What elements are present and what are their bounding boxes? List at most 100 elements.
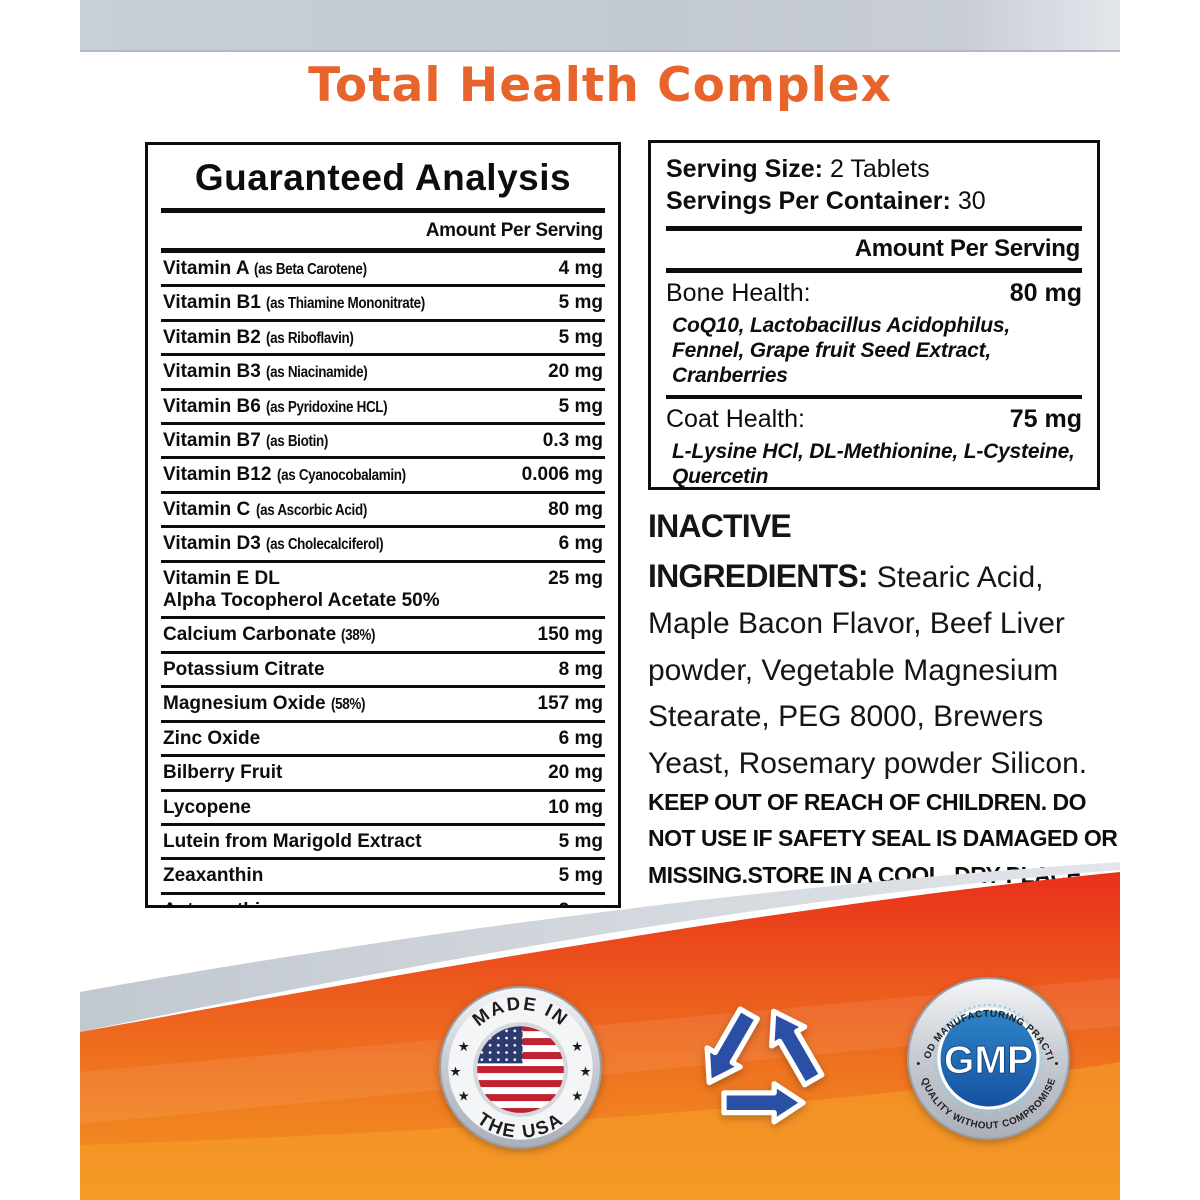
gmp-badge-left-dot: •	[916, 1058, 920, 1070]
recycle-icon	[704, 1006, 825, 1125]
ingredient-note: (38%)	[341, 627, 376, 645]
amount-value: 20 mg	[548, 762, 603, 784]
analysis-row: Vitamin B6 (as Pyridoxine HCL) 5 mg	[161, 391, 605, 426]
ingredient-name: Zeaxanthin	[163, 865, 264, 887]
svg-text:★: ★	[450, 1065, 462, 1080]
svg-text:★: ★	[458, 1040, 470, 1055]
serving-size-line: Serving Size: 2 Tablets	[666, 155, 1082, 185]
analysis-row: Zinc Oxide 6 mg	[161, 723, 605, 758]
analysis-row: Astaxanthin 2 mg	[161, 895, 605, 905]
analysis-row: Bilberry Fruit 20 mg	[161, 757, 605, 792]
ingredient-name: Vitamin C (as Ascorbic Acid)	[163, 498, 367, 520]
amount-value: 5 mg	[558, 395, 603, 417]
amount-value: 2 mg	[551, 900, 603, 905]
group-amount: 75 mg	[1009, 405, 1082, 434]
ingredient-name: Vitamin B1 (as Thiamine Mononitrate)	[163, 292, 426, 314]
ingredient-name: Potassium Citrate	[163, 658, 325, 680]
analysis-row: Zeaxanthin 5 mg	[161, 860, 605, 895]
gmp-badge-right-dot: •	[1055, 1058, 1059, 1070]
ingredient-name: Vitamin B7 (as Biotin)	[163, 430, 329, 452]
ingredient-name: Vitamin E DL Alpha Tocopherol Acetate 50…	[163, 567, 440, 612]
amount-value: 20 mg	[548, 361, 603, 383]
ingredient-name: Calcium Carbonate (38%)	[163, 624, 376, 646]
serving-panel: Serving Size: 2 Tablets Servings Per Cont…	[648, 140, 1100, 490]
amount-value: 0.006 mg	[521, 464, 603, 486]
analysis-row: Vitamin C (as Ascorbic Acid) 80 mg	[161, 494, 605, 529]
amount-per-serving-header: Amount Per Serving	[425, 220, 604, 241]
health-groups: Bone Health: 80 mg CoQ10, Lactobacillus …	[666, 273, 1082, 489]
ingredient-note: (as Pyridoxine HCL)	[266, 398, 388, 416]
amount-value: 6 mg	[558, 727, 603, 749]
servings-value: 30	[957, 186, 986, 215]
amount-value: 10 mg	[548, 796, 603, 818]
group-name: Bone Health:	[666, 279, 811, 307]
ingredient-note: (as Thiamine Mononitrate)	[266, 295, 426, 313]
amount-value: 5 mg	[558, 292, 603, 314]
health-group: Bone Health: 80 mg CoQ10, Lactobacillus …	[666, 273, 1082, 400]
ingredient-note: (as Niacinamide)	[266, 364, 368, 382]
gmp-badge-center-text: GMP	[944, 1039, 1033, 1082]
analysis-row: Vitamin A (as Beta Carotene) 4 mg	[161, 253, 605, 288]
serving-size-value: 2 Tablets	[830, 155, 930, 183]
ingredient-name: Lutein from Marigold Extract	[163, 830, 422, 852]
analysis-row: Vitamin E DL Alpha Tocopherol Acetate 50…	[161, 563, 605, 620]
svg-text:★: ★	[458, 1090, 470, 1105]
guaranteed-analysis-panel: Guaranteed Analysis Amount Per Serving V…	[145, 142, 621, 908]
serving-size-label: Serving Size:	[666, 155, 823, 183]
svg-text:★: ★	[579, 1065, 591, 1080]
amount-per-serving-header: Amount Per Serving	[854, 235, 1081, 262]
ingredient-name: Bilberry Fruit	[163, 762, 283, 784]
amount-value: 0.3 mg	[542, 430, 603, 452]
svg-text:★: ★	[571, 1090, 583, 1105]
amount-value: 4 mg	[558, 258, 603, 279]
divider	[666, 268, 1082, 273]
ingredient-name: Vitamin D3 (as Cholecalciferol)	[163, 533, 384, 555]
group-ingredients: CoQ10, Lactobacillus Acidophilus, Fennel…	[672, 314, 1011, 387]
divider	[161, 248, 605, 253]
ingredient-name: Zinc Oxide	[163, 727, 261, 749]
amount-value: 80 mg	[548, 498, 603, 520]
analysis-row: Lycopene 10 mg	[161, 792, 605, 826]
analysis-row: Lutein from Marigold Extract 5 mg	[161, 826, 605, 861]
analysis-row: Vitamin D3 (as Cholecalciferol) 6 mg	[161, 528, 605, 563]
guaranteed-analysis-header: Guaranteed Analysis	[194, 157, 572, 198]
divider	[666, 226, 1082, 231]
group-ingredients: L-Lysine HCl, DL-Methionine, L-Cysteine,…	[672, 440, 1075, 489]
product-title: Total Health Complex	[308, 58, 892, 113]
group-name: Coat Health:	[666, 405, 805, 434]
ingredient-note: (as Beta Carotene)	[254, 261, 367, 278]
analysis-row: Vitamin B7 (as Biotin) 0.3 mg	[161, 425, 605, 460]
amount-value: 157 mg	[537, 693, 603, 715]
gmp-badge: GOOD MANUFACTURING PRACTICE QUALITY WITH…	[906, 976, 1070, 1140]
amount-value: 6 mg	[558, 533, 603, 555]
amount-value: 150 mg	[537, 624, 603, 646]
health-group: Coat Health: 75 mg L-Lysine HCl, DL-Meth…	[666, 399, 1082, 489]
ingredient-name: Magnesium Oxide (58%)	[163, 693, 366, 715]
top-silver-band	[80, 0, 1120, 52]
svg-text:★: ★	[571, 1040, 583, 1055]
inactive-ingredients: INACTIVE INGREDIENTS: Stearic Acid, Maple…	[648, 502, 1112, 787]
ingredient-note: (as Ascorbic Acid)	[255, 501, 367, 519]
amount-value: 5 mg	[558, 865, 603, 887]
amount-value: 5 mg	[558, 830, 603, 852]
servings-per-container-line: Servings Per Container: 30	[666, 187, 1082, 217]
analysis-row: Vitamin B3 (as Niacinamide) 20 mg	[161, 356, 605, 391]
inactive-ingredients-text: Stearic Acid, Maple Bacon Flavor, Beef L…	[648, 560, 1088, 780]
amount-value: 5 mg	[558, 326, 603, 348]
ingredient-note: (58%)	[330, 696, 366, 714]
analysis-row: Calcium Carbonate (38%) 150 mg	[161, 619, 605, 654]
divider	[161, 208, 605, 213]
ingredient-name: Vitamin B2 (as Riboflavin)	[163, 326, 354, 348]
ingredient-name-line2: Alpha Tocopherol Acetate 50%	[163, 590, 440, 612]
usa-badge-stars: ★ ★ ★ ★ ★ ★	[450, 1040, 592, 1105]
ingredient-name: Astaxanthin	[163, 900, 272, 905]
analysis-row: Magnesium Oxide (58%) 157 mg	[161, 688, 605, 723]
servings-label: Servings Per Container:	[666, 186, 951, 215]
ingredient-note: (as Riboflavin)	[266, 329, 354, 347]
analysis-row: Vitamin B2 (as Riboflavin) 5 mg	[161, 322, 605, 357]
ingredient-name: Vitamin B6 (as Pyridoxine HCL)	[163, 395, 388, 417]
ingredient-note: (as Biotin)	[266, 433, 329, 451]
inactive-ingredients-label: INACTIVE INGREDIENTS:	[648, 508, 869, 594]
analysis-rows: Vitamin A (as Beta Carotene) 4 mg Vitami…	[161, 253, 605, 905]
amount-value: 25 mg	[548, 567, 603, 589]
